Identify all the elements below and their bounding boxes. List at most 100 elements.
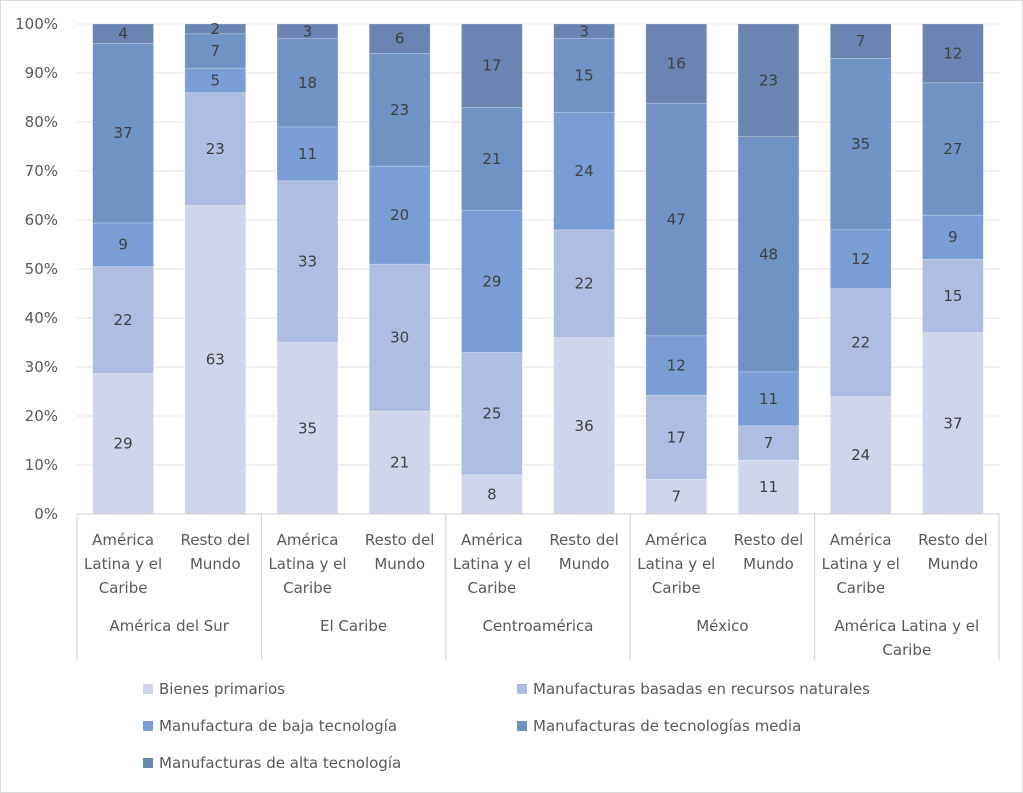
bar-segment [645,335,708,396]
category-label: Resto del [549,531,619,549]
category-label: América [92,531,154,549]
category-label: Caribe [99,579,148,597]
category-label: Mundo [928,555,979,573]
category-label: Mundo [374,555,425,573]
group-label: Caribe [882,641,931,659]
bar-segment [461,107,523,211]
bar-segment [276,126,339,182]
data-label: 6 [395,30,405,48]
data-label: 7 [672,488,682,506]
bar-segment [737,459,800,515]
y-tick-label: 100% [15,15,58,33]
data-label: 22 [575,275,594,293]
category-label: Resto del [365,531,435,549]
legend-swatch [143,758,153,768]
stacked-bar-chart: 0%10%20%30%40%50%60%70%80%90%100%2922937… [15,15,1000,660]
bar-segment [922,258,984,334]
y-tick-label: 80% [25,113,58,131]
bar-segment [276,38,339,128]
data-label: 30 [390,329,409,347]
bar-segment [737,371,800,427]
data-label: 21 [482,150,501,168]
bar-segment [368,23,431,54]
y-tick-label: 50% [25,260,58,278]
data-label: 33 [298,253,317,271]
data-label: 22 [851,334,870,352]
data-label: 4 [118,25,128,43]
bar-segment [461,351,523,476]
data-label: 18 [298,74,317,92]
data-label: 36 [575,417,594,435]
category-label: Latina y el [637,555,715,573]
bar-segment [368,165,431,265]
bar-segment [553,229,615,338]
category-label: Caribe [652,579,701,597]
bar-segment [92,43,154,224]
category-label: Resto del [918,531,988,549]
bar-segment [645,102,708,337]
legend-item: Manufacturas basadas en recursos natural… [517,680,870,698]
group-label: Centroamérica [483,617,594,635]
bar-segment [92,266,154,374]
bar-segment [461,474,523,515]
y-tick-label: 40% [25,309,58,327]
data-label: 24 [851,446,870,464]
data-label: 47 [667,211,686,229]
data-label: 8 [487,485,497,503]
data-label: 7 [856,32,866,50]
bar-segment [184,33,247,69]
data-label: 15 [575,66,594,84]
bar-segment [737,136,800,373]
legend-item: Manufacturas de tecnologías media [517,717,801,735]
category-label: Resto del [734,531,804,549]
group-label: América del Sur [109,617,229,635]
category-label: Mundo [559,555,610,573]
category-label: Caribe [836,579,885,597]
data-label: 24 [575,162,594,180]
bar-segment [461,209,523,353]
y-tick-label: 60% [25,211,58,229]
data-label: 17 [667,428,686,446]
data-label: 22 [114,311,133,329]
data-label: 15 [943,287,962,305]
bar-segment [553,38,615,113]
bar-segment [553,23,615,39]
bar-segment [829,288,892,397]
data-label: 21 [390,454,409,472]
y-tick-label: 90% [25,64,58,82]
legend-label: Manufactura de baja tecnología [159,717,398,735]
data-label: 20 [390,206,409,224]
legend-item: Manufacturas de alta tecnología [143,754,401,772]
category-label: Caribe [468,579,517,597]
legend-swatch [143,684,153,694]
data-label: 35 [851,135,870,153]
bar-segment [553,337,615,515]
data-label: 37 [114,124,133,142]
bar-segment [276,342,339,515]
data-label: 48 [759,245,778,263]
category-label: Mundo [743,555,794,573]
bar-segment [922,82,984,216]
bar-segment [368,410,431,515]
data-label: 9 [948,228,958,246]
data-label: 11 [298,145,317,163]
bar-segment [276,180,339,343]
bar-segment [92,373,154,515]
bar-segment [645,479,708,515]
y-tick-label: 20% [25,407,58,425]
bar-segment [922,332,984,515]
legend-item: Bienes primarios [143,680,285,698]
data-label: 63 [206,351,225,369]
data-label: 11 [759,478,778,496]
data-label: 27 [943,140,962,158]
legend-swatch [517,721,527,731]
category-label: Mundo [190,555,241,573]
data-label: 9 [118,236,128,254]
bar-segment [184,67,247,93]
y-tick-label: 0% [34,505,58,523]
bar-segment [922,214,984,260]
legend-label: Manufacturas de alta tecnología [159,754,402,772]
bar-segment [737,425,800,461]
category-label: Latina y el [84,555,162,573]
data-label: 35 [298,419,317,437]
